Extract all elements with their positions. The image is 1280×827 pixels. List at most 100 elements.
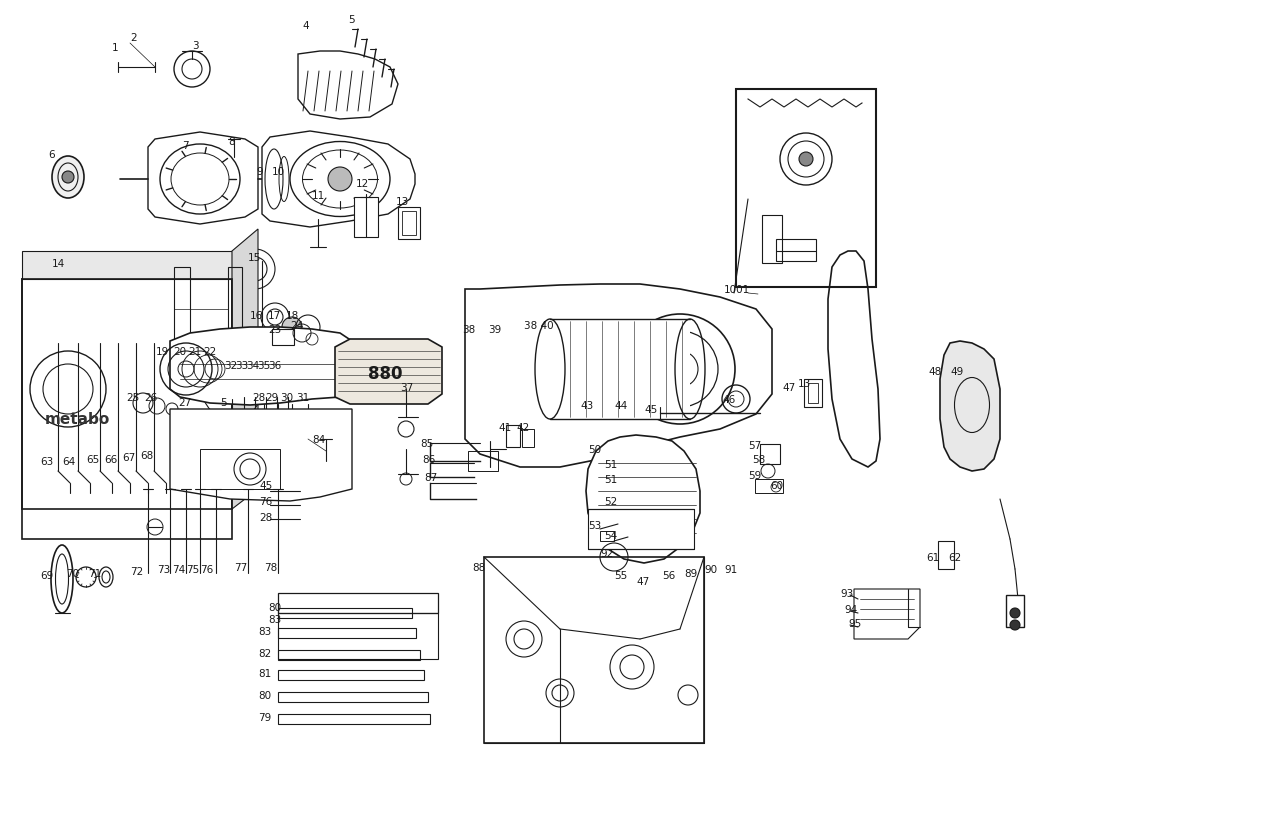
Text: 22: 22 xyxy=(204,347,216,356)
Text: 31: 31 xyxy=(296,393,310,403)
Text: 50: 50 xyxy=(588,444,602,455)
Text: 51: 51 xyxy=(604,475,617,485)
Text: 44: 44 xyxy=(614,400,627,410)
Text: 47: 47 xyxy=(782,383,795,393)
Text: 93: 93 xyxy=(840,588,854,598)
Circle shape xyxy=(61,172,74,184)
Text: 30: 30 xyxy=(280,393,293,403)
Text: 6: 6 xyxy=(49,150,55,160)
Circle shape xyxy=(1010,620,1020,630)
Text: 38: 38 xyxy=(462,325,475,335)
Text: 13: 13 xyxy=(797,379,812,389)
Text: 63: 63 xyxy=(40,457,54,466)
Bar xyxy=(762,216,782,264)
Text: 83: 83 xyxy=(268,614,282,624)
Text: 77: 77 xyxy=(234,562,247,572)
Text: 76: 76 xyxy=(259,496,273,506)
Text: 53: 53 xyxy=(588,520,602,530)
Text: 52: 52 xyxy=(604,496,617,506)
Ellipse shape xyxy=(799,153,813,167)
Text: metabo: metabo xyxy=(45,412,110,427)
Text: 80: 80 xyxy=(268,602,282,612)
Text: 87: 87 xyxy=(424,472,438,482)
Bar xyxy=(278,609,412,619)
Text: 15: 15 xyxy=(248,253,261,263)
Text: 11: 11 xyxy=(312,191,325,201)
Text: 26: 26 xyxy=(143,393,157,403)
Text: 24: 24 xyxy=(291,321,303,331)
Text: 41: 41 xyxy=(498,423,511,433)
Text: 61: 61 xyxy=(925,552,940,562)
Polygon shape xyxy=(170,327,352,405)
Text: 2: 2 xyxy=(131,33,137,43)
Text: 46: 46 xyxy=(722,394,735,404)
Text: 8: 8 xyxy=(228,136,234,147)
Text: 43: 43 xyxy=(580,400,593,410)
Bar xyxy=(278,715,430,724)
Text: 58: 58 xyxy=(753,455,765,465)
Text: 73: 73 xyxy=(157,564,170,574)
Text: 17: 17 xyxy=(268,311,282,321)
Polygon shape xyxy=(232,230,259,509)
Text: 59: 59 xyxy=(748,471,762,480)
Text: 91: 91 xyxy=(724,564,737,574)
Text: 28: 28 xyxy=(252,393,265,403)
Text: 45: 45 xyxy=(259,480,273,490)
Text: 10: 10 xyxy=(273,167,285,177)
Text: 5: 5 xyxy=(220,398,227,408)
Bar xyxy=(468,452,498,471)
Text: 18: 18 xyxy=(285,311,300,321)
Text: 71: 71 xyxy=(88,568,101,578)
Text: 55: 55 xyxy=(614,571,627,581)
Text: 82: 82 xyxy=(259,648,271,658)
Text: 36: 36 xyxy=(268,361,282,370)
Text: 86: 86 xyxy=(422,455,435,465)
Text: 33: 33 xyxy=(236,361,248,370)
Bar xyxy=(200,449,280,490)
Text: 4: 4 xyxy=(302,21,308,31)
Text: 90: 90 xyxy=(704,564,717,574)
Text: 1001: 1001 xyxy=(724,284,750,294)
Text: 76: 76 xyxy=(200,564,214,574)
Text: 34: 34 xyxy=(246,361,260,370)
Bar xyxy=(355,198,378,237)
Bar xyxy=(760,444,780,465)
Text: 81: 81 xyxy=(259,668,271,678)
Text: 12: 12 xyxy=(356,179,369,189)
Ellipse shape xyxy=(52,157,84,198)
Text: 75: 75 xyxy=(186,564,200,574)
Polygon shape xyxy=(586,436,700,563)
Circle shape xyxy=(328,168,352,192)
Text: 85: 85 xyxy=(420,438,433,448)
Text: 38 40: 38 40 xyxy=(524,321,554,331)
Text: 68: 68 xyxy=(140,451,154,461)
Bar xyxy=(588,509,694,549)
Text: 84: 84 xyxy=(312,434,325,444)
Text: 14: 14 xyxy=(52,259,65,269)
Text: 56: 56 xyxy=(662,571,676,581)
Text: 27: 27 xyxy=(178,398,191,408)
Text: 21: 21 xyxy=(188,347,201,356)
Text: 37: 37 xyxy=(399,383,413,393)
Text: 35: 35 xyxy=(257,361,270,370)
Text: 49: 49 xyxy=(950,366,964,376)
Text: 72: 72 xyxy=(131,566,143,576)
Text: 25: 25 xyxy=(125,393,140,403)
Text: 29: 29 xyxy=(265,393,278,403)
Polygon shape xyxy=(262,131,415,227)
Text: 92: 92 xyxy=(600,548,613,558)
Polygon shape xyxy=(298,52,398,120)
Bar xyxy=(808,384,818,404)
Bar xyxy=(776,240,817,261)
Circle shape xyxy=(1010,609,1020,619)
Text: 62: 62 xyxy=(948,552,961,562)
Text: 3: 3 xyxy=(192,41,198,51)
Text: 54: 54 xyxy=(604,530,617,540)
Text: 42: 42 xyxy=(516,423,529,433)
Text: 13: 13 xyxy=(396,197,410,207)
Text: 16: 16 xyxy=(250,311,264,321)
Bar xyxy=(938,542,954,569)
Text: 60: 60 xyxy=(771,480,783,490)
Text: 78: 78 xyxy=(264,562,278,572)
Text: 57: 57 xyxy=(748,441,762,451)
